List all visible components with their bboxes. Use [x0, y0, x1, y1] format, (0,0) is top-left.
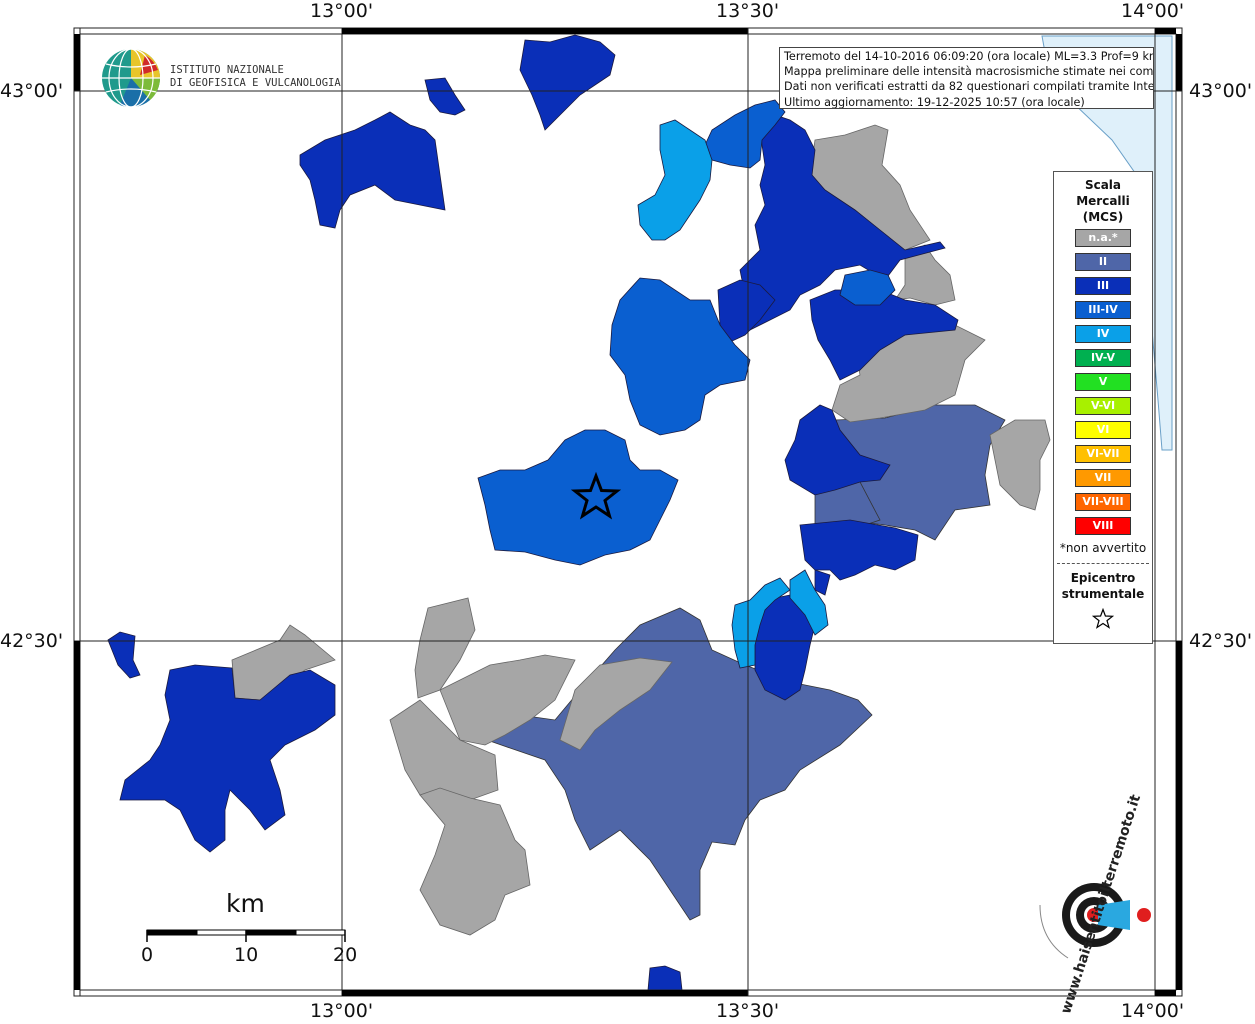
municipality-iii-southeast: [784, 404, 891, 496]
municipality-na-2: [439, 654, 576, 746]
lon-tick-label-bottom-1400: 14°00': [1121, 1000, 1185, 1022]
municipality-na-10: [989, 419, 1051, 511]
legend-items: n.a.* II III III-IV IV IV-V V V-VI VI VI-VII VII VI…: [1054, 229, 1152, 535]
municipality-iv-north: [637, 119, 713, 241]
legend-title-line1: Scala: [1084, 178, 1122, 192]
info-line-4: Ultimo aggiornamento: 19-12-2025 10:57 (…: [784, 95, 1085, 109]
epicenter-star-icon: [570, 471, 622, 520]
scale-bar-unit: km: [226, 889, 265, 918]
municipality-na-5: [559, 657, 673, 751]
ingv-logo-icon: [102, 48, 161, 108]
scale-bar-label-10: 10: [234, 944, 259, 966]
lat-tick-label-left-4230: 42°30': [0, 630, 64, 652]
legend-item-v: V: [1075, 373, 1131, 391]
lon-tick-label-top-1330: 13°30': [716, 0, 780, 22]
lon-tick-label-bottom-1300: 13°00': [310, 1000, 374, 1022]
info-line-2: Mappa preliminare delle intensità macros…: [784, 65, 1154, 79]
mcs-legend: Scala Mercalli (MCS) n.a.* II III III-IV IV I…: [1053, 171, 1153, 644]
municipality-iii-sw-large: [119, 664, 336, 853]
scale-bar-label-0: 0: [141, 944, 154, 966]
intensity-iv-areas: [637, 119, 829, 669]
legend-title-line3: (MCS): [1082, 210, 1124, 224]
ingv-logo-text: ISTITUTO NAZIONALE DI GEOFISICA E VULCAN…: [170, 64, 341, 90]
municipality-iii-iv-central: [609, 277, 751, 436]
legend-item-iv: IV: [1075, 325, 1131, 343]
haisentito-logo-icon: [1039, 883, 1151, 959]
map-frame: [73, 27, 1183, 997]
legend-item-ii: II: [1075, 253, 1131, 271]
info-line-3: Dati non verificati estratti da 82 quest…: [784, 80, 1154, 94]
legend-item-v-vi: V-VI: [1075, 397, 1131, 415]
intensity-iii-areas: [107, 34, 959, 991]
legend-item-iii-iv: III-IV: [1075, 301, 1131, 319]
scale-bar: [146, 929, 346, 942]
legend-item-n-a: n.a.*: [1075, 229, 1131, 247]
lon-tick-label-bottom-1330: 13°30': [716, 1000, 780, 1022]
legend-item-viii: VIII: [1075, 517, 1131, 535]
legend-star-icon: [1054, 607, 1152, 634]
legend-item-vi: VI: [1075, 421, 1131, 439]
municipality-iii-ne-strip: [739, 114, 946, 331]
municipality-iii-iv-epicentral: [477, 429, 679, 566]
legend-epicenter-line1: Epicentro: [1070, 571, 1136, 585]
municipality-iii-small-cyan-gap: [814, 569, 831, 596]
ingv-logo-line2: DI GEOFISICA E VULCANOLOGIA: [170, 77, 341, 89]
lat-tick-label-right-4300: 43°00': [1189, 80, 1253, 102]
legend-item-vi-vii: VI-VII: [1075, 445, 1131, 463]
municipality-iv-south2: [789, 569, 829, 636]
lat-tick-label-left-4300: 43°00': [0, 80, 64, 102]
earthquake-info-box: Terremoto del 14-10-2016 06:09:20 (ora l…: [779, 47, 1154, 109]
legend-epicenter-line2: strumentale: [1061, 587, 1145, 601]
legend-separator: [1057, 563, 1149, 564]
ingv-logo-line1: ISTITUTO NAZIONALE: [170, 64, 284, 76]
municipality-iii-iv-east-small: [839, 269, 896, 306]
scale-bar-label-20: 20: [333, 944, 358, 966]
lon-tick-label-top-1300: 13°00': [310, 0, 374, 22]
intensity-na-areas: [231, 124, 1051, 936]
legend-item-iv-v: IV-V: [1075, 349, 1131, 367]
municipality-iii-bottom-edge: [647, 965, 683, 991]
municipality-na-3: [389, 699, 499, 801]
legend-title-line2: Mercalli: [1076, 194, 1130, 208]
lat-tick-label-right-4230: 42°30': [1189, 630, 1253, 652]
legend-note: *non avvertito: [1059, 541, 1147, 555]
legend-item-vii: VII: [1075, 469, 1131, 487]
municipality-na-8: [894, 244, 956, 306]
municipality-iii-nw: [299, 111, 446, 229]
municipality-iii-n1: [424, 77, 466, 116]
legend-title: Scala Mercalli (MCS): [1054, 177, 1152, 225]
municipality-iii-n2: [519, 34, 616, 131]
legend-epicenter-label: Epicentro strumentale: [1054, 570, 1152, 602]
info-line-1: Terremoto del 14-10-2016 06:09:20 (ora l…: [784, 50, 1154, 63]
municipality-iv-south1: [731, 577, 791, 669]
legend-item-vii-viii: VII-VIII: [1075, 493, 1131, 511]
municipality-na-4: [419, 787, 531, 936]
legend-item-iii: III: [1075, 277, 1131, 295]
lon-tick-label-top-1400: 14°00': [1121, 0, 1185, 22]
municipality-iii-west-small: [107, 631, 141, 679]
intensity-iii-iv-areas: [477, 99, 896, 566]
